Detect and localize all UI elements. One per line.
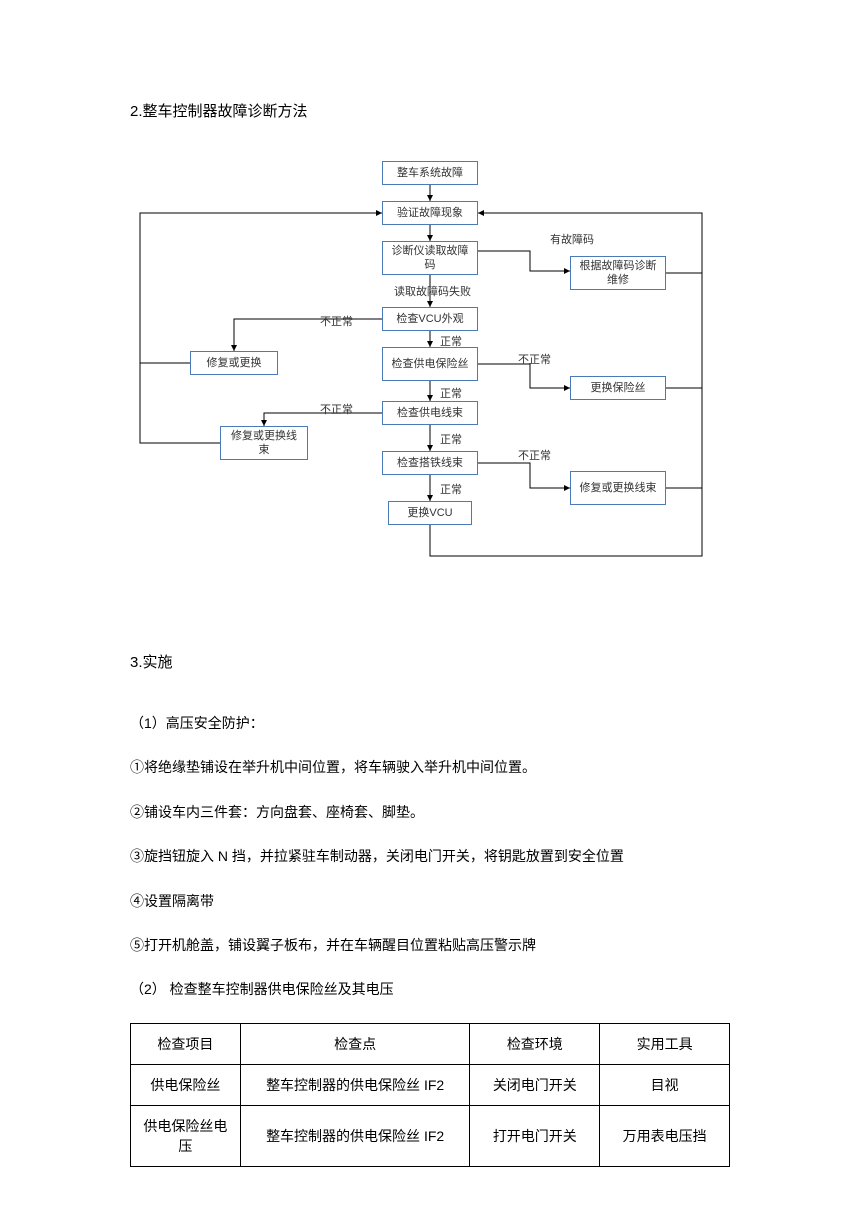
td: 供电保险丝电压	[131, 1105, 241, 1166]
node-system-fault: 整车系统故障	[382, 161, 478, 185]
node-repair-wire-r: 修复或更换线束	[570, 471, 666, 505]
node-repair-wire-l: 修复或更换线束	[220, 426, 308, 460]
edge-abnormal-1: 不正常	[320, 313, 353, 329]
td: 整车控制器的供电保险丝 IF2	[240, 1064, 470, 1105]
section-3-title: 3.实施	[130, 651, 730, 672]
s3-sub2: （2） 检查整车控制器供电保险丝及其电压	[130, 978, 730, 1000]
edge-abnormal-4: 不正常	[518, 447, 551, 463]
node-repair-replace: 修复或更换	[190, 351, 278, 375]
node-verify: 验证故障现象	[382, 201, 478, 225]
edge-abnormal-3: 不正常	[320, 401, 353, 417]
th-2: 检查环境	[470, 1023, 600, 1064]
s3-li1: ①将绝缘垫铺设在举升机中间位置，将车辆驶入举升机中间位置。	[130, 756, 730, 778]
table-header-row: 检查项目 检查点 检查环境 实用工具	[131, 1023, 730, 1064]
td: 打开电门开关	[470, 1105, 600, 1166]
node-check-fuse: 检查供电保险丝	[382, 347, 478, 381]
node-replace-fuse: 更换保险丝	[570, 376, 666, 400]
node-check-vcu: 检查VCU外观	[382, 307, 478, 331]
node-diag-by-dtc: 根据故障码诊断维修	[570, 256, 666, 290]
table-row: 供电保险丝电压 整车控制器的供电保险丝 IF2 打开电门开关 万用表电压挡	[131, 1105, 730, 1166]
edge-has-dtc: 有故障码	[550, 231, 594, 247]
edge-abnormal-2: 不正常	[518, 351, 551, 367]
edge-normal-1: 正常	[440, 333, 462, 349]
node-check-ground: 检查搭铁线束	[382, 451, 478, 475]
edge-normal-4: 正常	[440, 481, 462, 497]
th-3: 实用工具	[600, 1023, 730, 1064]
node-check-power: 检查供电线束	[382, 401, 478, 425]
th-1: 检查点	[240, 1023, 470, 1064]
td: 万用表电压挡	[600, 1105, 730, 1166]
td: 供电保险丝	[131, 1064, 241, 1105]
flowchart: 整车系统故障 验证故障现象 诊断仪读取故障码 检查VCU外观 检查供电保险丝 检…	[130, 161, 730, 601]
section-2-title: 2.整车控制器故障诊断方法	[130, 100, 730, 121]
s3-li4: ④设置隔离带	[130, 890, 730, 912]
s3-li5: ⑤打开机舱盖，铺设翼子板布，并在车辆醒目位置粘贴高压警示牌	[130, 934, 730, 956]
s3-li3: ③旋挡钮旋入 N 挡，并拉紧驻车制动器，关闭电门开关，将钥匙放置到安全位置	[130, 845, 730, 867]
edge-normal-2: 正常	[440, 385, 462, 401]
td: 关闭电门开关	[470, 1064, 600, 1105]
node-read-dtc: 诊断仪读取故障码	[382, 241, 478, 275]
node-replace-vcu: 更换VCU	[388, 501, 472, 525]
td: 目视	[600, 1064, 730, 1105]
th-0: 检查项目	[131, 1023, 241, 1064]
td: 整车控制器的供电保险丝 IF2	[240, 1105, 470, 1166]
s3-li2: ②铺设车内三件套：方向盘套、座椅套、脚垫。	[130, 801, 730, 823]
edge-read-fail: 读取故障码失败	[394, 283, 471, 299]
check-table: 检查项目 检查点 检查环境 实用工具 供电保险丝 整车控制器的供电保险丝 IF2…	[130, 1023, 730, 1167]
table-row: 供电保险丝 整车控制器的供电保险丝 IF2 关闭电门开关 目视	[131, 1064, 730, 1105]
edge-normal-3: 正常	[440, 431, 462, 447]
s3-sub1: （1）高压安全防护：	[130, 712, 730, 734]
